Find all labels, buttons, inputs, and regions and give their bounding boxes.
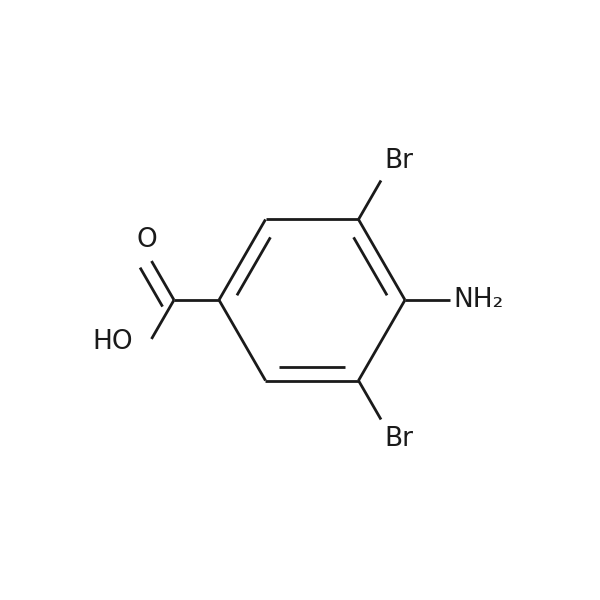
- Text: Br: Br: [384, 148, 413, 175]
- Text: NH₂: NH₂: [453, 287, 503, 313]
- Text: Br: Br: [384, 425, 413, 452]
- Text: HO: HO: [93, 329, 133, 355]
- Text: O: O: [136, 227, 157, 253]
